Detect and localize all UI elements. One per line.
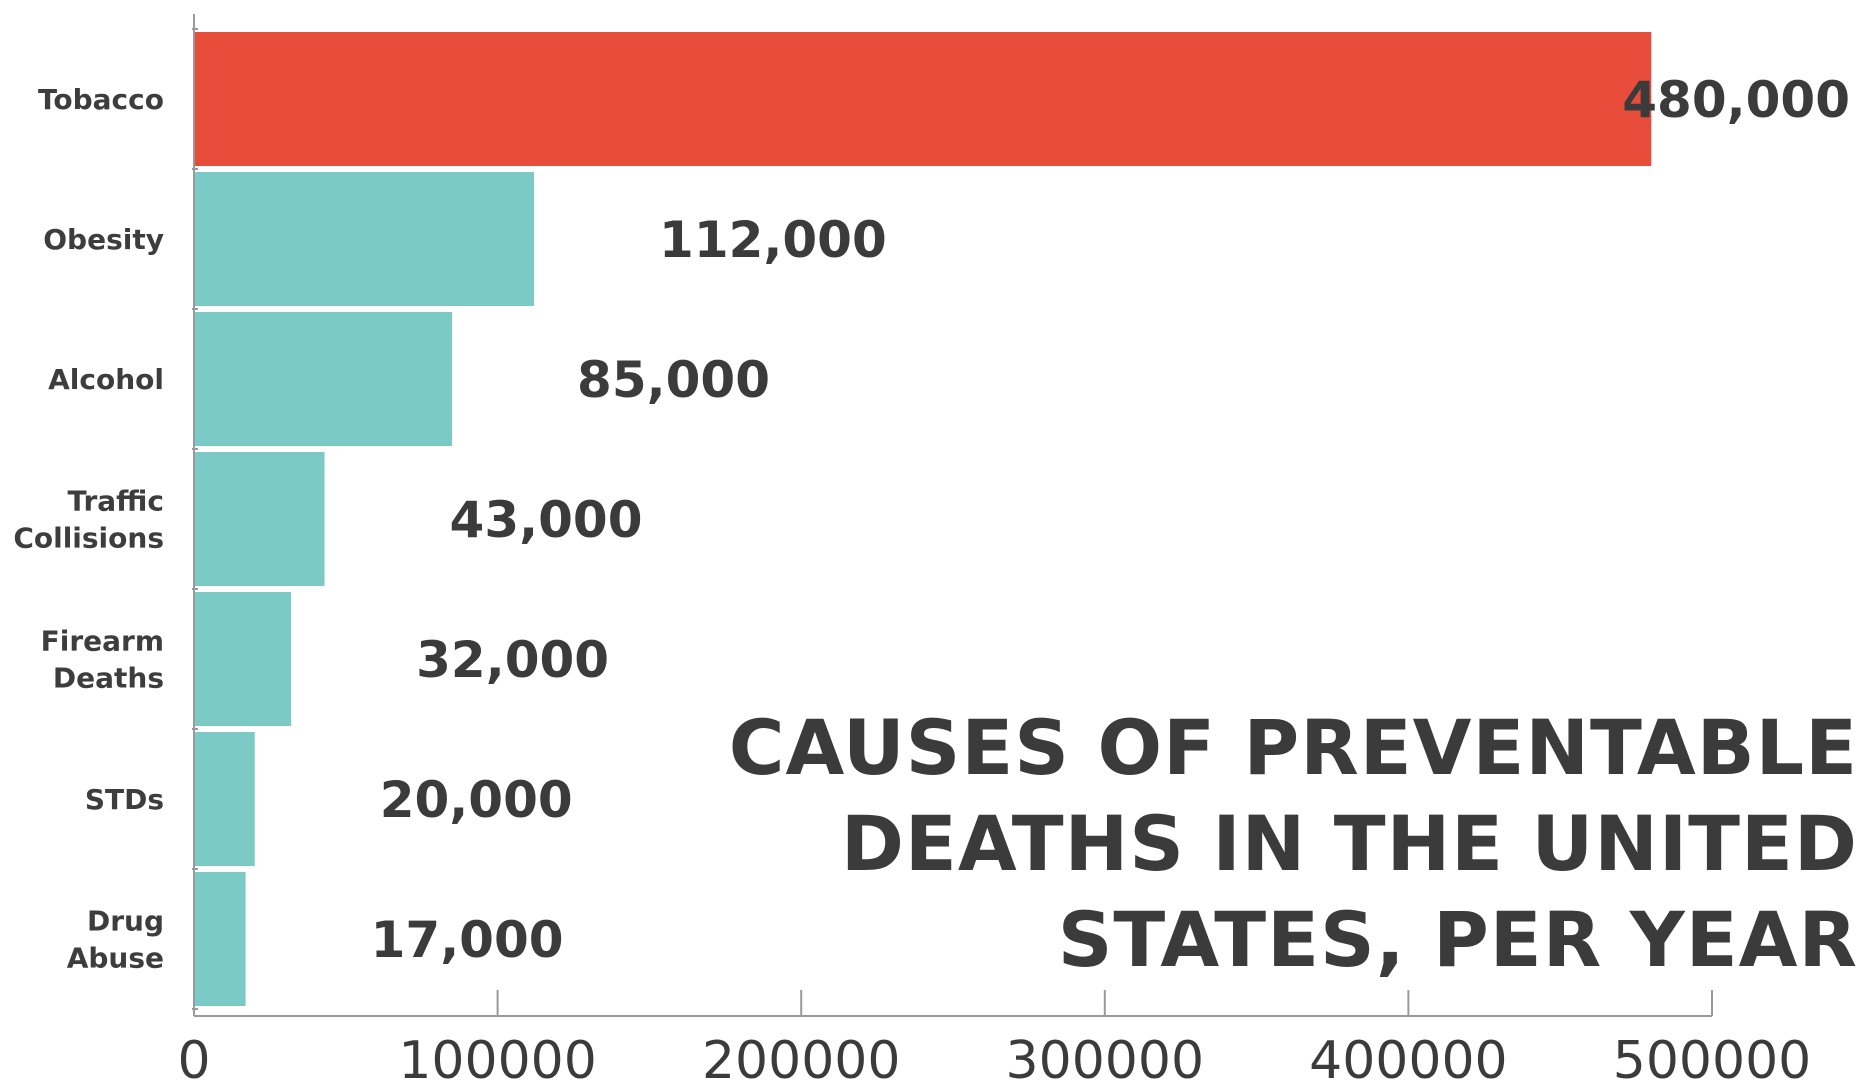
value-label-4: 32,000 <box>416 631 609 689</box>
value-label-1: 112,000 <box>659 211 887 269</box>
axes <box>192 14 1713 1017</box>
category-label-5: STDs <box>85 783 164 816</box>
category-label-0: Tobacco <box>38 83 164 116</box>
bar-6 <box>194 872 246 1006</box>
bar-1 <box>194 172 535 306</box>
x-tick-label-4: 400000 <box>1309 1031 1508 1086</box>
value-label-6: 17,000 <box>371 911 564 969</box>
x-tick-label-3: 300000 <box>1006 1031 1205 1086</box>
value-label-3: 43,000 <box>450 491 643 549</box>
category-label-1: Obesity <box>43 223 164 256</box>
x-tick-label-0: 0 <box>177 1031 210 1086</box>
bar-5 <box>194 732 255 866</box>
value-label-2: 85,000 <box>577 351 770 409</box>
labels: Tobacco 480,000 Obesity 112,000 Alcohol 85,00… <box>13 71 1850 1086</box>
value-label-0: 480,000 <box>1622 71 1850 129</box>
bar-2 <box>194 312 453 446</box>
chart-title: CAUSES OF PREVENTABLE DEATHS IN THE UNIT… <box>728 703 1858 984</box>
x-tick-label-2: 200000 <box>702 1031 901 1086</box>
category-label-6: Drug Abuse <box>67 905 164 975</box>
bars <box>194 32 1652 1006</box>
x-tick-label-1: 100000 <box>398 1031 597 1086</box>
value-label-5: 20,000 <box>380 771 573 829</box>
bar-0 <box>194 32 1652 166</box>
category-label-2: Alcohol <box>48 363 164 396</box>
bar-4 <box>194 592 292 726</box>
x-tick-label-5: 500000 <box>1613 1031 1812 1086</box>
category-label-4: Firearm Deaths <box>41 625 164 695</box>
category-label-3: Traffic Collisions <box>13 485 164 555</box>
bar-3 <box>194 452 325 586</box>
